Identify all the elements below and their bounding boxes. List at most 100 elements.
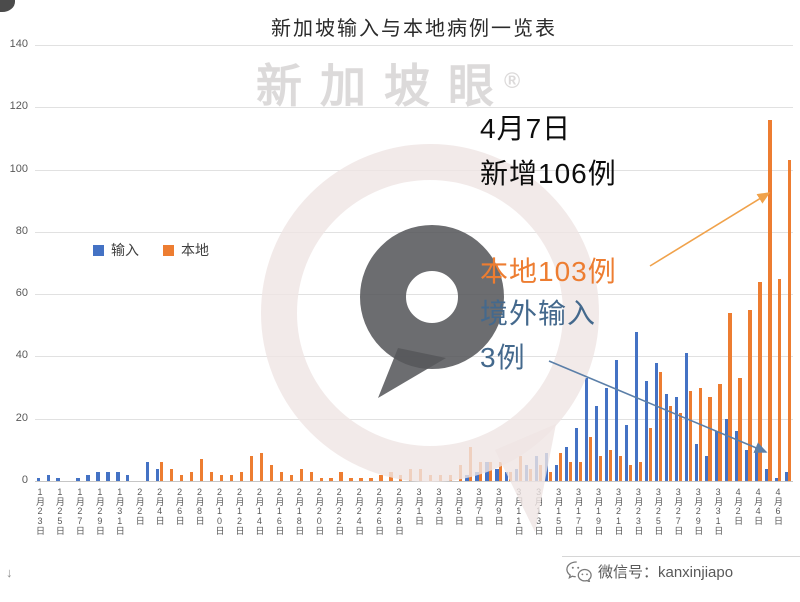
- x-tick-label: 2月10日: [214, 487, 225, 535]
- x-tick-label: 3月31日: [713, 487, 724, 535]
- bar-imported: [704, 456, 708, 481]
- bar-local: [518, 456, 523, 481]
- gridline: [35, 356, 793, 358]
- bar-local: [489, 462, 493, 481]
- x-tick-label: 3月23日: [633, 487, 644, 535]
- bar-imported: [784, 471, 788, 481]
- bar-local: [718, 384, 722, 481]
- annotation-date-line2: 新增106例: [480, 158, 617, 189]
- bar-local: [469, 446, 473, 481]
- annotation-local: 本地103例: [480, 256, 617, 287]
- bar-imported: [694, 443, 698, 481]
- bar-local: [389, 471, 393, 481]
- x-tick-label: 2月8日: [194, 487, 205, 525]
- y-tick-label: 60: [15, 287, 28, 300]
- y-tick-label: 120: [9, 100, 28, 113]
- x-tick-label: 2月26日: [374, 487, 385, 535]
- bar-local: [299, 468, 303, 481]
- x-tick-label: 3月13日: [533, 487, 544, 535]
- bar-local: [339, 471, 343, 481]
- bar-imported: [684, 353, 688, 481]
- x-tick-label: 3月3日: [433, 487, 444, 525]
- registered-mark: ®: [504, 68, 521, 93]
- legend-item-imported: 输入: [93, 240, 139, 260]
- x-tick-label: 3月5日: [453, 487, 464, 525]
- wechat-icon: [566, 561, 592, 582]
- bar-imported: [585, 378, 589, 481]
- bar-imported: [515, 468, 519, 481]
- bar-local: [409, 468, 413, 481]
- bar-local: [548, 471, 553, 481]
- scroll-hint-icon: ↓: [6, 565, 13, 580]
- bar-imported: [146, 462, 150, 481]
- bar-imported: [555, 465, 559, 481]
- x-tick-label: 3月7日: [473, 487, 484, 525]
- y-tick-label: 80: [15, 224, 28, 237]
- legend: 输入 本地: [93, 240, 209, 260]
- bar-local: [209, 471, 213, 481]
- x-tick-label: 2月18日: [294, 487, 305, 535]
- x-tick-label: 3月17日: [573, 487, 584, 535]
- bar-local: [279, 471, 283, 481]
- bar-local: [788, 160, 792, 481]
- bar-local: [538, 465, 543, 481]
- x-tick-label: 2月22日: [334, 487, 345, 535]
- bar-local: [688, 390, 692, 481]
- x-tick-label: 1月29日: [94, 487, 105, 535]
- bar-imported: [714, 431, 718, 481]
- x-tick-label: 3月9日: [493, 487, 504, 525]
- bar-local: [698, 387, 702, 481]
- bar-imported: [495, 468, 499, 481]
- bar-local: [668, 406, 672, 481]
- bar-local: [249, 456, 253, 481]
- bar-imported: [774, 477, 778, 481]
- gridline: [35, 231, 793, 233]
- bar-imported: [96, 471, 100, 481]
- bar-local: [429, 474, 433, 481]
- bar-imported: [485, 462, 489, 481]
- bar-local: [558, 452, 563, 481]
- wechat-id: 微信号：kanxinjiapo: [598, 564, 734, 581]
- y-tick-label: 40: [15, 349, 28, 362]
- bar-imported: [754, 446, 758, 481]
- annotation-imported: 境外输入 3例: [480, 292, 596, 380]
- chart-title: 新加坡输入与本地病例一览表: [271, 18, 557, 40]
- x-tick-label: 2月4日: [154, 487, 165, 525]
- legend-local-label: 本地: [181, 242, 209, 258]
- bar-local: [289, 474, 293, 481]
- bar-local: [758, 281, 762, 481]
- bar-local: [269, 465, 273, 481]
- watermark-brand-text: 新加坡眼®: [256, 50, 520, 116]
- bar-imported: [36, 477, 40, 481]
- gridline: [35, 294, 793, 296]
- bar-local: [608, 449, 612, 481]
- bar-imported: [86, 474, 90, 481]
- annotation-date: 4月7日 新增106例: [480, 106, 617, 196]
- bar-local: [259, 452, 263, 481]
- x-tick-label: 1月31日: [114, 487, 125, 535]
- annotation-imported-line1: 境外输入: [480, 298, 597, 329]
- x-tick-label: 2月2日: [134, 487, 145, 525]
- bar-local: [509, 471, 513, 481]
- bar-imported: [734, 431, 738, 481]
- bar-local: [379, 474, 383, 481]
- bar-imported: [744, 449, 748, 481]
- bar-local: [419, 468, 423, 481]
- bar-local: [349, 477, 353, 481]
- x-tick-label: 1月27日: [74, 487, 85, 535]
- bar-local: [459, 465, 463, 481]
- x-tick-label: 2月6日: [174, 487, 185, 525]
- bar-imported: [664, 393, 669, 481]
- x-tick-label: 3月27日: [673, 487, 684, 535]
- bar-local: [179, 474, 184, 481]
- x-tick-label: 2月14日: [254, 487, 265, 535]
- bar-local: [778, 278, 782, 481]
- bar-local: [219, 474, 223, 481]
- gridline: [35, 169, 793, 171]
- x-tick-label: 4月6日: [773, 487, 784, 525]
- x-tick-label: 3月29日: [693, 487, 704, 535]
- bar-imported: [624, 424, 629, 481]
- bar-local: [628, 465, 632, 481]
- bar-local: [748, 309, 752, 481]
- bar-local: [499, 462, 503, 481]
